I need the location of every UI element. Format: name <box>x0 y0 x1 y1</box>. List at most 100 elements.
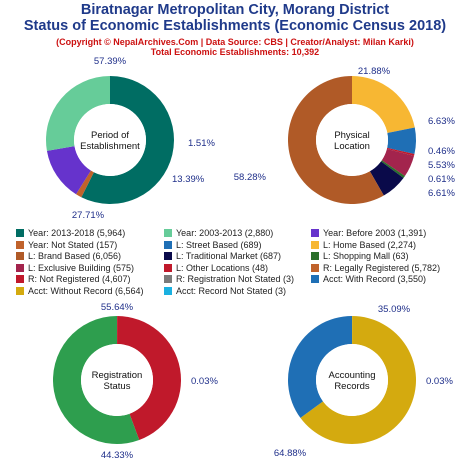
legend-item: Acct: Without Record (6,564) <box>16 286 144 297</box>
legend-label: L: Other Locations (48) <box>176 262 269 273</box>
legend-item: L: Other Locations (48) <box>164 263 268 274</box>
data-label: 5.53% <box>428 160 455 171</box>
legend-item: L: Traditional Market (687) <box>164 251 281 262</box>
donut-slice <box>45 76 110 151</box>
legend-label: Acct: Without Record (6,564) <box>28 285 144 296</box>
legend-label: L: Brand Based (6,056) <box>28 251 122 261</box>
chart-title-line2: Status of Economic Establishments (Econo… <box>23 18 447 34</box>
legend-swatch <box>16 252 24 260</box>
legend-item: Year: Not Stated (157) <box>16 240 117 251</box>
legend-label: Acct: Record Not Stated (3) <box>176 285 287 296</box>
chart-title-line1: Biratnagar Metropolitan City, Morang Dis… <box>80 2 390 18</box>
legend-label: R: Registration Not Stated (3) <box>176 274 295 284</box>
donut-slice <box>46 146 91 195</box>
donut-center-title: Records <box>334 381 370 392</box>
legend-swatch <box>16 286 24 295</box>
data-label: 1.51% <box>188 138 215 149</box>
legend-label: L: Traditional Market (687) <box>176 251 282 261</box>
legend-swatch <box>311 229 319 237</box>
data-label: 64.88% <box>274 448 307 459</box>
legend-swatch <box>16 229 24 237</box>
legend-item: Year: Before 2003 (1,391) <box>311 228 426 239</box>
data-label: 58.28% <box>234 172 267 183</box>
legend-label: L: Shopping Mall (63) <box>323 251 409 261</box>
legend-swatch <box>164 275 172 283</box>
donut-chart: 57.39% 1.51% 13.39% 27.71% Period ofEstablis… <box>45 56 215 221</box>
data-label: 0.03% <box>426 376 453 387</box>
data-label: 55.64% <box>101 302 134 313</box>
legend-label: Year: 2013-2018 (5,964) <box>28 228 126 238</box>
legend-item: R: Legally Registered (5,782) <box>311 263 440 274</box>
legend-item: Year: 2003-2013 (2,880) <box>164 228 273 239</box>
donut-slice <box>288 76 384 205</box>
donut-slice <box>386 147 415 156</box>
donut-center-title: Establishment <box>80 141 140 152</box>
legend-label: R: Not Registered (4,607) <box>28 274 131 284</box>
data-label: 0.03% <box>191 376 218 387</box>
legend-label: Acct: With Record (3,550) <box>323 274 427 284</box>
legend-label: Year: Not Stated (157) <box>28 239 118 250</box>
data-label: 13.39% <box>172 174 205 185</box>
donut-center-title: Period of <box>91 130 129 141</box>
donut-slice <box>288 316 352 418</box>
donut-hole <box>81 344 153 416</box>
legend-swatch <box>311 263 319 272</box>
legend-item: L: Street Based (689) <box>164 240 262 251</box>
legend-swatch <box>16 263 24 272</box>
legend-label: L: Exclusive Building (575) <box>28 262 135 273</box>
data-label: 6.63% <box>428 116 455 127</box>
legend-label: L: Street Based (689) <box>176 239 262 250</box>
legend-swatch <box>164 286 172 295</box>
legend-swatch <box>311 240 319 249</box>
donut-slice <box>81 76 174 204</box>
total-establishments: Total Economic Establishments: 10,392 <box>150 47 320 57</box>
donut-slice <box>387 127 416 155</box>
legend-swatch <box>16 240 24 249</box>
donut-hole <box>74 104 146 176</box>
donut-center-title: Status <box>104 381 131 392</box>
donut-chart: 21.88% 6.63% 0.46% 5.53% 0.61% 6.61% 58.28% Phy… <box>234 66 455 205</box>
legend-swatch <box>164 229 172 237</box>
donut-slice <box>76 170 94 198</box>
legend-swatch <box>16 275 24 283</box>
data-label: 6.61% <box>428 188 455 199</box>
donut-hole <box>316 104 388 176</box>
legend-label: L: Home Based (2,274) <box>323 239 417 250</box>
donut-center-title: Registration <box>92 370 143 381</box>
legend-item: L: Shopping Mall (63) <box>311 251 409 262</box>
legend-label: Year: Before 2003 (1,391) <box>323 228 427 238</box>
donut-slice <box>369 161 404 196</box>
data-label: 57.39% <box>94 56 127 67</box>
donut-slice <box>381 148 415 176</box>
donut-slice <box>117 316 182 441</box>
legend-label: R: Legally Registered (5,782) <box>323 262 441 273</box>
donut-slice <box>300 316 416 445</box>
data-label: 0.61% <box>428 174 455 185</box>
legend-item: L: Brand Based (6,056) <box>16 251 121 262</box>
legend-item: L: Exclusive Building (575) <box>16 263 134 274</box>
copyright-subtitle: (Copyright © NepalArchives.Com | Data So… <box>56 37 414 47</box>
legend-swatch <box>311 252 319 260</box>
donut-slice <box>380 160 405 178</box>
donut-center-title: Physical <box>334 130 369 141</box>
data-label: 21.88% <box>358 66 391 77</box>
legend-item: Acct: With Record (3,550) <box>311 274 426 285</box>
legend-item: R: Registration Not Stated (3) <box>164 274 294 285</box>
legend-swatch <box>164 263 172 272</box>
donut-hole <box>316 344 388 416</box>
data-label: 44.33% <box>101 450 134 461</box>
legend-swatch <box>164 240 172 249</box>
legend-item: Year: 2013-2018 (5,964) <box>16 228 125 239</box>
legend-item: R: Not Registered (4,607) <box>16 274 131 285</box>
legend-item: Acct: Record Not Stated (3) <box>164 286 286 297</box>
data-label: 35.09% <box>378 304 411 315</box>
legend-swatch <box>311 275 319 283</box>
donut-slice <box>352 76 415 133</box>
data-label: 27.71% <box>72 210 105 221</box>
legend-label: Year: 2003-2013 (2,880) <box>176 228 274 238</box>
legend-swatch <box>164 252 172 260</box>
legend-item: L: Home Based (2,274) <box>311 240 416 251</box>
